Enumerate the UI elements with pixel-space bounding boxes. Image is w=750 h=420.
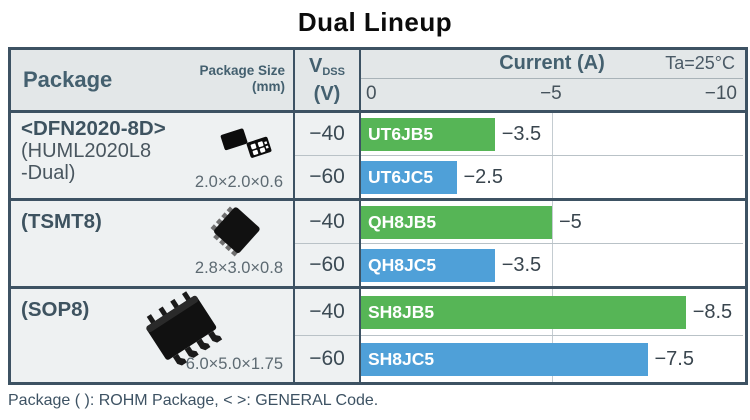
sop8-chip-icon — [137, 291, 231, 378]
vdss-value: −40 — [295, 201, 359, 244]
current-bar: SH8JB5 — [361, 295, 686, 329]
package-header-label: Package — [23, 67, 113, 92]
bar-track: QH8JB5 −5 — [361, 201, 743, 244]
current-axis-title: Current (A) — [499, 52, 605, 74]
package-size-header-label: Package Size (mm) — [199, 63, 285, 94]
part-number-label: SH8JB5 — [368, 301, 435, 322]
package-name: (SOP8) — [21, 298, 90, 321]
current-bar: QH8JC5 — [361, 248, 495, 282]
current-bar: SH8JC5 — [361, 342, 648, 376]
current-value-label: −7.5 — [654, 347, 694, 370]
vdss-header-cell: VDSS (V) — [295, 50, 361, 110]
part-number-label: UT6JB5 — [368, 123, 434, 144]
package-name: <DFN2020-8D> (HUML2020L8 -Dual) — [21, 117, 166, 185]
current-axis-ticks: 0 −5 −10 — [361, 78, 743, 110]
package-size: 2.8×3.0×0.8 — [194, 259, 283, 277]
package-header-cell: Package Package Size (mm) — [11, 50, 295, 110]
package-name: (TSMT8) — [21, 210, 102, 233]
temperature-condition-label: Ta=25°C — [665, 53, 735, 73]
current-bar-cell: SH8JB5 −8.5 SH8JC5 −7.5 — [361, 289, 743, 382]
table-header-row: Package Package Size (mm) VDSS (V) Curre… — [11, 50, 745, 113]
current-bar-cell: QH8JB5 −5 QH8JC5 −3.5 — [361, 201, 743, 286]
bar-track: SH8JC5 −7.5 — [361, 336, 743, 382]
package-cell: (SOP8) 6.0×5.0×1.75 — [11, 289, 295, 382]
bar-track: UT6JC5 −2.5 — [361, 156, 743, 198]
current-value-label: −3.5 — [501, 253, 542, 276]
current-bar: UT6JB5 — [361, 117, 495, 151]
current-value-label: −3.5 — [501, 122, 542, 145]
vdss-cell: −40 −60 — [295, 113, 361, 198]
vdss-value: −40 — [295, 113, 359, 156]
current-title-row: Current (A) Ta=25°C — [361, 50, 743, 78]
current-bar: QH8JB5 — [361, 205, 552, 239]
tsmt8-chip-icon — [209, 205, 265, 268]
bar-track: SH8JB5 −8.5 — [361, 289, 743, 336]
vdss-value: −60 — [309, 165, 345, 188]
footer-note: Package ( ): ROHM Package, < >: GENERAL … — [8, 392, 379, 409]
current-bar-cell: UT6JB5 −3.5 UT6JC5 −2.5 — [361, 113, 743, 198]
package-size: 6.0×5.0×1.75 — [185, 355, 283, 373]
part-number-label: UT6JC5 — [368, 166, 434, 187]
package-size: 2.0×2.0×0.6 — [194, 173, 283, 191]
current-value-label: −8.5 — [692, 300, 733, 323]
package-cell: (TSMT8) 2.8×3.0×0.8 — [11, 201, 295, 286]
lineup-table: Package Package Size (mm) VDSS (V) Curre… — [8, 47, 748, 385]
current-value-label: −2.5 — [463, 165, 503, 188]
page-title: Dual Lineup — [297, 7, 453, 37]
package-cell: <DFN2020-8D> (HUML2020L8 -Dual) 2.0×2.0×0… — [11, 113, 295, 198]
current-header-cell: Current (A) Ta=25°C 0 −5 −10 — [361, 50, 743, 110]
axis-tick-minus5: −5 — [540, 83, 562, 104]
current-bar: UT6JC5 — [361, 160, 457, 194]
part-number-label: SH8JC5 — [368, 348, 435, 369]
vdss-value: −60 — [309, 347, 345, 370]
vdss-value: −60 — [309, 253, 345, 276]
bar-track: QH8JC5 −3.5 — [361, 244, 743, 286]
package-row: (TSMT8) 2.8×3.0×0.8 −40 −60 QH8JB5 −5 QH8JC5−… — [11, 201, 745, 289]
package-row: (SOP8) 6.0×5.0×1.75 −40 −60 SH8JB5 −8.5 SH8JC… — [11, 289, 745, 382]
vdss-value: −40 — [295, 289, 359, 336]
current-value-label: −5 — [559, 210, 582, 233]
dfn-chip-icon — [219, 121, 277, 166]
package-row: <DFN2020-8D> (HUML2020L8 -Dual) 2.0×2.0×0… — [11, 113, 745, 201]
axis-tick-minus10: −10 — [704, 83, 737, 104]
part-number-label: QH8JB5 — [368, 211, 437, 232]
vdss-cell: −40 −60 — [295, 289, 361, 382]
vdss-header-label: VDSS (V) — [309, 55, 345, 105]
vdss-cell: −40 −60 — [295, 201, 361, 286]
bar-track: UT6JB5 −3.5 — [361, 113, 743, 156]
axis-tick-0: 0 — [366, 83, 377, 104]
part-number-label: QH8JC5 — [368, 254, 437, 275]
